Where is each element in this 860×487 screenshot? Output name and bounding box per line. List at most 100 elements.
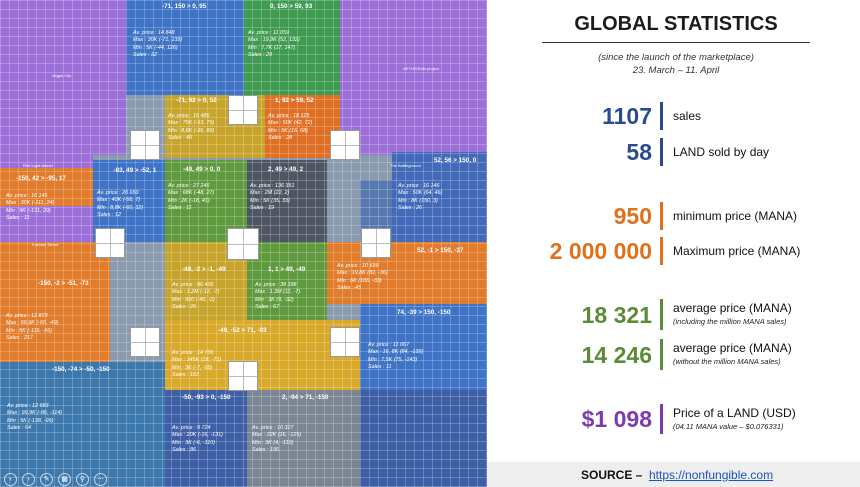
region-stats: Av. price : 12 873 Max : 99,9K (-60, -49… [6, 313, 58, 343]
zoom-icon[interactable]: ⚲ [76, 472, 89, 486]
region-sales: Sales : 11 [168, 205, 192, 212]
region-sales: Sales : 217 [6, 335, 33, 342]
region-block-16[interactable] [0, 362, 165, 487]
region-avg-price: Av. price : 12 873 [6, 313, 48, 319]
plaza-southwest[interactable] [130, 327, 160, 357]
date-range: 23. March – 11. April [632, 65, 720, 76]
zone-purple-ne [340, 0, 487, 155]
region-min-price: Min : 8,8K (-36, 89) [168, 127, 215, 134]
source-label: SOURCE – [581, 468, 643, 482]
metric-value: 2 000 000 [549, 238, 652, 264]
region-block-9[interactable] [392, 152, 487, 242]
region-sales: Sales : 11 [368, 364, 392, 371]
region-avg-price: Av. price : 16 486 [168, 113, 210, 119]
region-min-price: Min : 5K (-115, -56) [6, 327, 53, 334]
district-label: Fashion Street [32, 242, 59, 247]
region-min-price: Min : 7,7K (17, 147) [248, 44, 296, 51]
region-max-price: Max : 40K (-56, 7) [97, 197, 141, 204]
region-max-price: Max : 16, 8K (84, -139) [368, 349, 424, 356]
region-avg-price: Av. price : 38 398 [255, 282, 297, 288]
metric-divider [660, 202, 663, 230]
metric-divider [660, 339, 663, 370]
next-icon[interactable]: › [22, 472, 35, 486]
region-avg-price: Av. price : 11 067 [368, 342, 410, 348]
previous-icon[interactable]: ‹ [4, 472, 17, 486]
metric-value: $1 098 [581, 406, 652, 432]
region-max-price: Max : 19,8K (82, -36) [337, 270, 388, 277]
region-sales: Sales : 67 [255, 304, 279, 311]
region-coords: 74, -39 > 150, -150 [397, 309, 451, 316]
plaza-north[interactable] [228, 95, 258, 125]
plaza-west[interactable] [95, 228, 125, 258]
region-coords: 52, -1 > 150, -37 [417, 247, 464, 254]
region-max-price: Max : 1,2M (-12, -7) [172, 289, 220, 296]
region-stats: Av. price : 16 486 Max : 75K (-53, 79) M… [168, 113, 214, 143]
metric-note: (04.11 MANA value – $0.076331) [673, 422, 784, 431]
region-sales: Sales : 40 [168, 135, 192, 142]
region-coords: 2, 49 > 49, 2 [268, 166, 304, 173]
region-avg-price: Av. price : 11 059 [248, 30, 290, 36]
genesis-plaza[interactable] [227, 228, 259, 260]
source-link[interactable]: https://nonfungible.com [649, 468, 774, 482]
title-divider [542, 42, 810, 43]
region-coords: 52, 56 > 150, 0 [434, 157, 477, 164]
region-coords: -49, 49 > 0, 0 [183, 166, 221, 173]
region-avg-price: Av. price : 86 436 [172, 282, 214, 288]
region-block-18[interactable] [247, 390, 360, 487]
district-label: The Battleground [390, 163, 421, 168]
region-min-price: Min : 950 (-40, -2) [172, 296, 215, 303]
plaza-northwest[interactable] [130, 130, 160, 160]
metric-divider [660, 138, 663, 166]
region-coords: -150, -2 > -51, -73 [38, 280, 89, 287]
region-coords: -83, 49 > -52, 1 [113, 167, 157, 174]
region-block-13[interactable] [247, 242, 327, 320]
region-min-price: Min : 5K (35, 33) [250, 197, 290, 204]
region-coords: 1, 1 > 49, -49 [268, 266, 306, 273]
region-coords: -150, -74 > -50, -150 [52, 366, 110, 373]
region-block-8[interactable] [247, 160, 327, 242]
region-stats: Av. price : 14 706 Max : 145K (18, -71) … [172, 350, 221, 380]
region-min-price: Min : 3K (-6, -110) [172, 439, 216, 446]
region-stats: Av. price : 12 683 Max : 99,9K (-86, -11… [7, 403, 62, 433]
region-block-15[interactable] [165, 320, 360, 390]
region-block-17[interactable] [165, 390, 247, 487]
plaza-south[interactable] [228, 361, 258, 391]
plaza-northeast[interactable] [330, 130, 360, 160]
region-max-price: Max : 68K (-48, 27) [168, 190, 215, 197]
pen-icon[interactable]: ✎ [40, 472, 53, 486]
region-min-price: Min : 3K (-7, -55) [172, 364, 213, 371]
slides-icon[interactable]: ▦ [58, 472, 71, 486]
district-label: Red Light district [23, 163, 53, 168]
metric-label: LAND sold by day [673, 145, 770, 159]
region-stats: Av. price : 10 327 Max : 22K (16, -125) … [252, 425, 301, 455]
region-stats: Av. price : 86 436 Max : 1,2M (-12, -7) … [172, 282, 219, 312]
region-sales: Sales : 196 [252, 447, 279, 454]
region-stats: Av. price : 38 398 Max : 1,3M (11, -7) M… [255, 282, 300, 312]
region-block-14[interactable] [360, 304, 487, 390]
region-avg-price: Av. price : 136 351 [250, 183, 295, 189]
region-min-price: Min : 9K (-131, 29) [6, 207, 51, 214]
region-block-2[interactable] [244, 0, 340, 95]
region-sales: Sales : 26 [398, 205, 422, 212]
plaza-southeast[interactable] [330, 327, 360, 357]
metric-divider [660, 237, 663, 265]
metric-value: 14 246 [581, 342, 652, 368]
region-max-price: Max : 30K (-71, 139) [133, 37, 183, 44]
region-max-price: Max : 1,3M (11, -7) [255, 289, 301, 296]
region-block-10[interactable] [327, 242, 487, 304]
region-stats: Av. price : 18 125 Max : 50K (42, 72) Mi… [268, 113, 312, 143]
region-avg-price: Av. price : 20 650 [97, 190, 139, 196]
region-block-11[interactable] [0, 270, 110, 362]
region-block-5[interactable] [0, 168, 93, 206]
region-min-price: Min : 6K (106, -33) [337, 277, 382, 284]
metric-value: 950 [613, 203, 652, 229]
region-block-4[interactable] [265, 95, 340, 158]
land-map[interactable]: Vegas City AETHERIAN project Red Light d… [0, 0, 487, 487]
region-block-1[interactable] [126, 0, 244, 95]
region-sales: Sales : 11 [6, 215, 30, 222]
region-coords: -49, -52 > 71, -93 [218, 327, 267, 334]
region-avg-price: Av. price : 10 699 [337, 263, 379, 269]
region-max-price: Max : 145K (18, -71) [172, 357, 222, 364]
plaza-east[interactable] [361, 228, 391, 258]
more-icon[interactable]: ⋯ [94, 472, 107, 486]
